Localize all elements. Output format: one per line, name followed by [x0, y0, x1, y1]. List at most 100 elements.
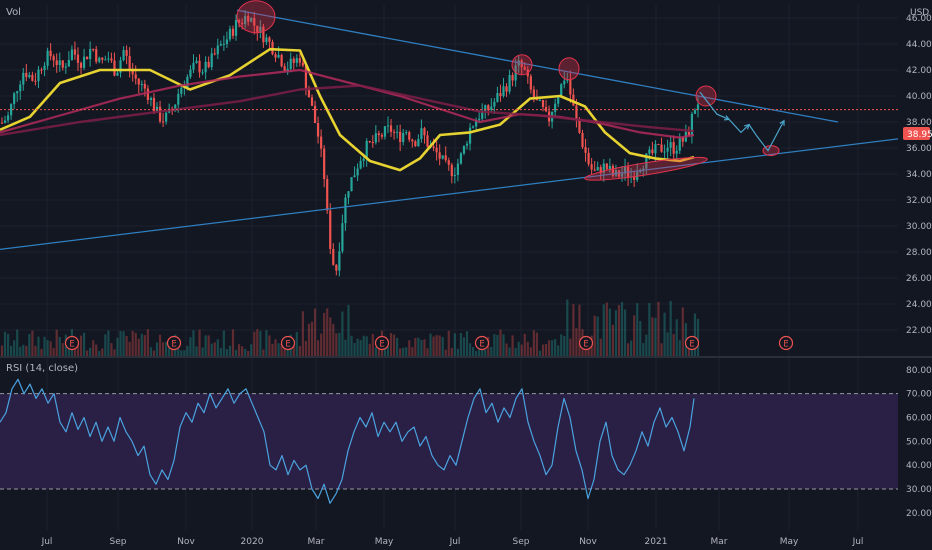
volume-bar [95, 344, 98, 356]
candle-body [307, 88, 311, 98]
time-tick-label: May [780, 537, 799, 547]
candlestick [313, 100, 317, 124]
candle-body [82, 56, 86, 68]
currency-label[interactable]: USD [910, 8, 929, 18]
drawing-annotations[interactable] [0, 0, 899, 251]
candle-body [633, 176, 636, 180]
candle-body [563, 80, 566, 85]
candle-body [380, 135, 384, 137]
candlestick [584, 138, 587, 162]
candlestick [581, 129, 584, 149]
candle-body [599, 167, 602, 174]
earnings-marker-circle [684, 335, 700, 351]
candle-body [669, 142, 672, 148]
candle-body [95, 49, 98, 62]
current-price-tag-box [903, 127, 930, 140]
candle-body [332, 248, 335, 265]
candlestick [146, 85, 149, 105]
candlestick [426, 130, 429, 148]
highlight-ellipse [584, 156, 708, 181]
rsi-tick-label: 80.00 [906, 366, 932, 376]
volume-label[interactable]: Vol [6, 7, 21, 18]
volume-bar [490, 346, 493, 356]
volume-bar [292, 345, 295, 356]
volume-bar [408, 340, 411, 356]
candlestick [344, 193, 347, 231]
volume-bar [316, 340, 320, 356]
rsi-band-fill [0, 393, 898, 489]
volume-bar [535, 332, 539, 356]
candlestick [31, 71, 34, 82]
volume-bar [383, 344, 387, 356]
candlestick [307, 85, 311, 98]
candle-body [326, 178, 329, 211]
volume-bar [16, 329, 19, 356]
candle-body [651, 149, 654, 154]
candlesticks[interactable] [0, 9, 700, 277]
volume-bar [228, 345, 232, 356]
earnings-marker[interactable]: E [166, 335, 182, 351]
candle-body [383, 126, 387, 137]
volume-bar [128, 341, 131, 356]
candlestick [447, 157, 450, 171]
rsi-label[interactable]: RSI (14, close) [6, 363, 78, 374]
volume-bar [414, 338, 417, 356]
volume-bar [274, 339, 277, 356]
earnings-marker[interactable]: E [578, 335, 594, 351]
candlestick [113, 52, 116, 77]
candlestick [161, 113, 165, 128]
candlestick [110, 52, 113, 63]
candlestick [119, 56, 122, 78]
candle-body [389, 125, 393, 132]
candlestick [572, 88, 575, 107]
earnings-marker[interactable]: E [778, 335, 794, 351]
candlestick [444, 146, 447, 163]
earnings-marker[interactable]: E [374, 335, 390, 351]
volume-bar [119, 331, 122, 356]
candlestick [89, 41, 92, 67]
candle-body [244, 15, 247, 25]
candle-body [228, 28, 232, 40]
volume-bar [696, 318, 700, 356]
candlestick [213, 48, 216, 56]
candlestick [411, 138, 414, 148]
price-axis[interactable]: 46.00 44.00 42.00 40.00 38.00 36.00 34.00 32.00… [906, 14, 932, 336]
price-tick-label: 44.00 [906, 40, 932, 50]
candle-body [101, 57, 104, 60]
volume-bar [593, 315, 596, 356]
volume-bar [648, 303, 651, 356]
rsi-overbought-oversold-band [0, 393, 898, 490]
candlestick [590, 158, 593, 175]
candlestick [79, 61, 83, 75]
volume-bar [453, 333, 456, 356]
candle-body [25, 72, 28, 78]
candlestick [459, 151, 463, 165]
volume-bar [438, 335, 441, 356]
rsi-axis[interactable]: 80.00 70.00 60.00 50.00 40.00 30.00 20.00 [906, 366, 932, 519]
candle-body [672, 142, 675, 154]
candlestick [323, 145, 326, 188]
candle-body [453, 175, 456, 177]
candlestick [569, 70, 572, 103]
earnings-marker[interactable]: E [280, 335, 296, 351]
earnings-marker-circle [578, 335, 594, 351]
volume-bar [46, 340, 49, 356]
time-axis[interactable]: Jul Sep Nov 2020 Mar May Jul Sep Nov 2021 Mar May Ju… [41, 537, 864, 547]
candlestick [633, 171, 636, 187]
candle-body [569, 79, 572, 95]
candlestick [386, 116, 390, 134]
candle-body [499, 93, 502, 97]
earnings-marker[interactable]: E [64, 335, 80, 351]
volume-bar [475, 350, 478, 356]
volume-bar [608, 308, 611, 356]
earnings-marker[interactable]: E [474, 335, 490, 351]
candlestick [471, 125, 475, 129]
candlestick [423, 126, 426, 144]
earnings-marker[interactable]: E [684, 335, 700, 351]
candlestick [402, 128, 405, 146]
candle-body [502, 86, 505, 97]
candlestick [107, 51, 110, 63]
volume-bar [113, 349, 116, 356]
